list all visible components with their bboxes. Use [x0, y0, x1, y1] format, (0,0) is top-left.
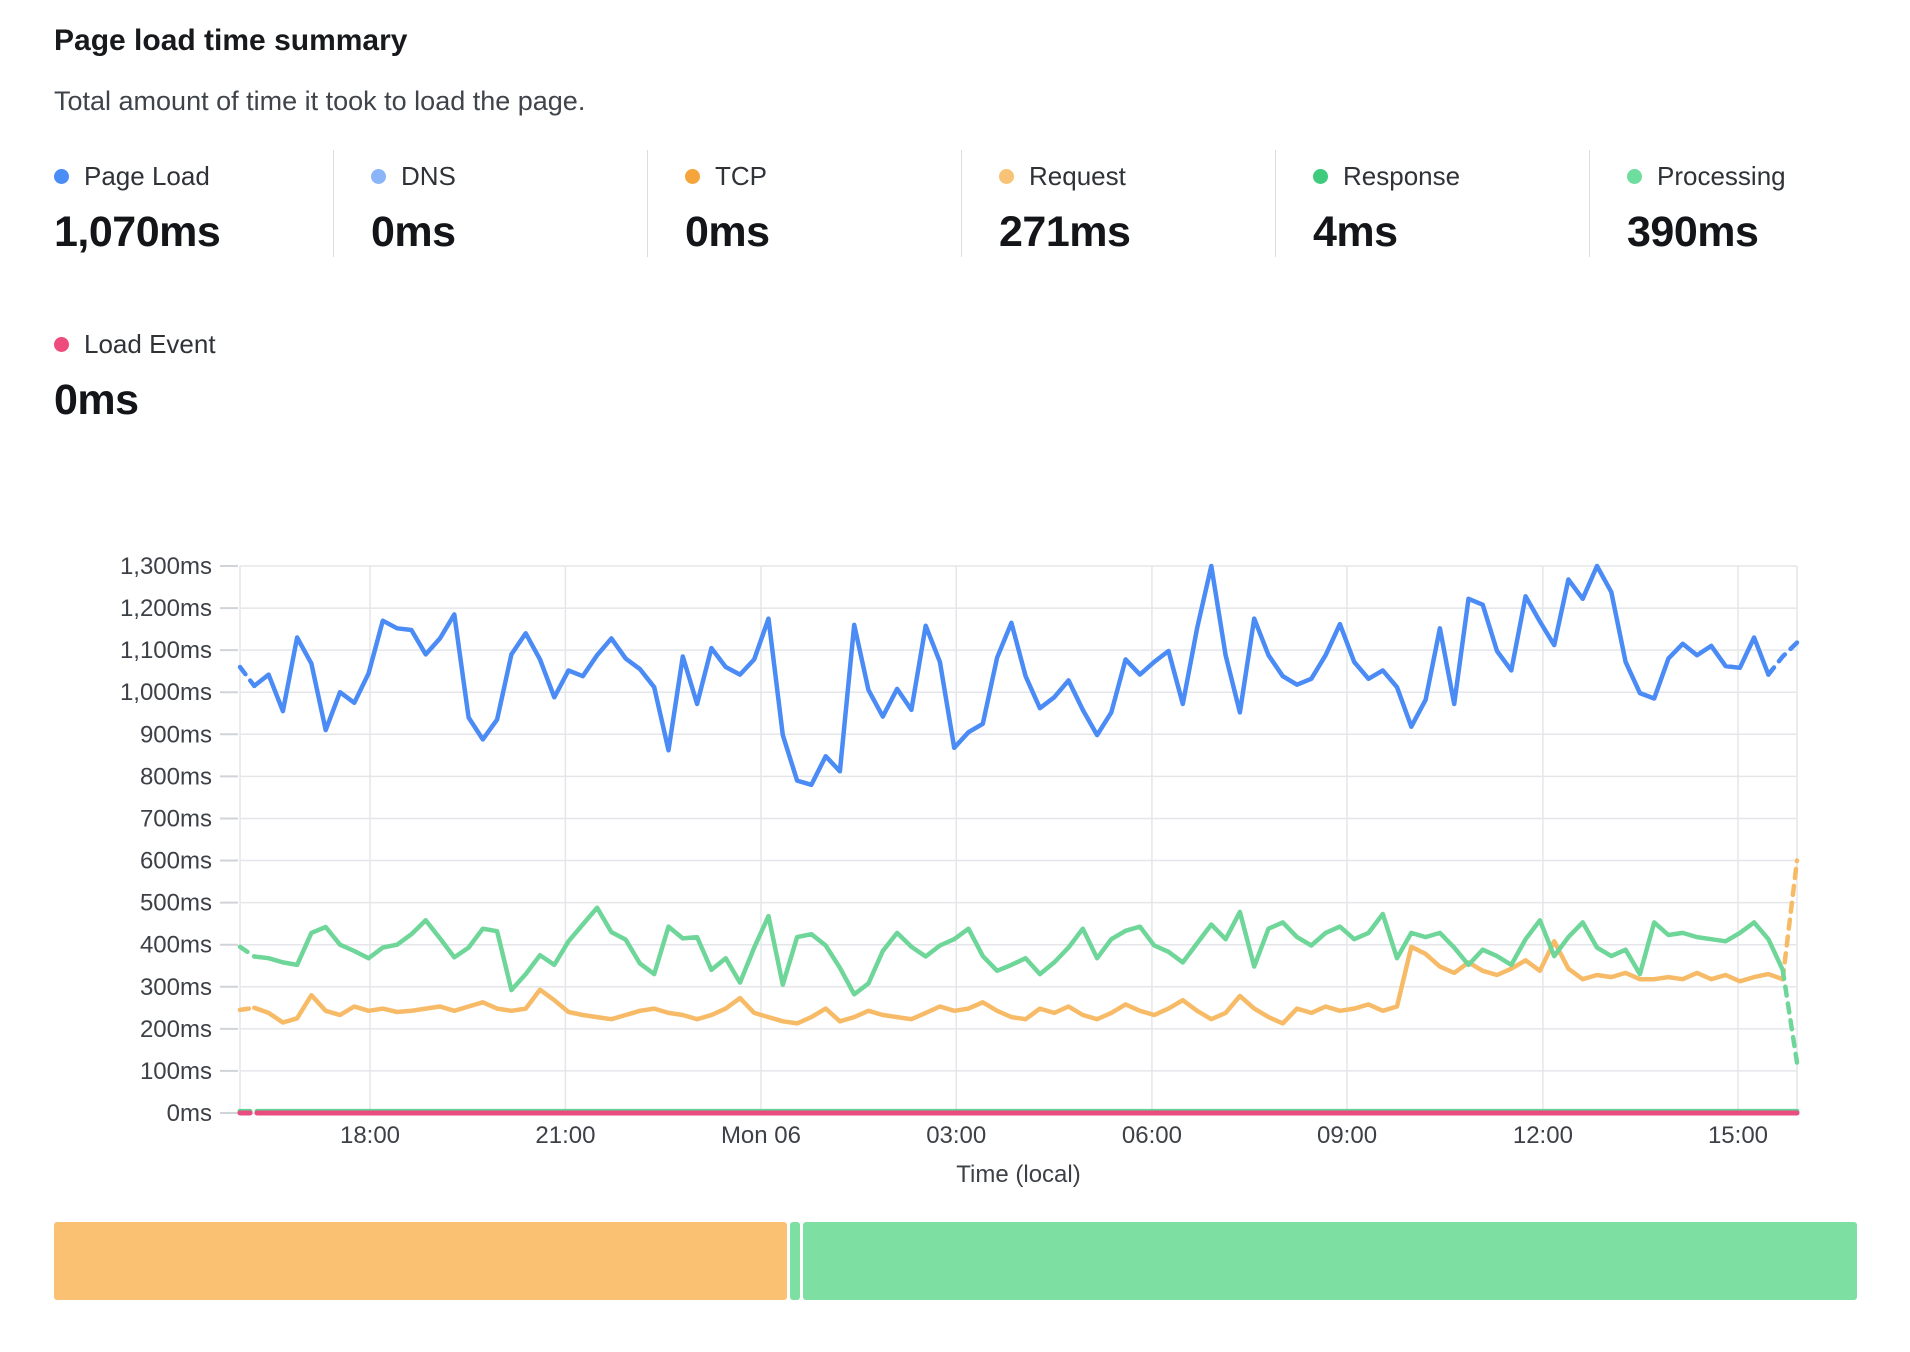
stat-label: Processing — [1657, 160, 1786, 191]
stat-dns: DNS 0ms — [333, 150, 647, 257]
x-axis-label: 12:00 — [1513, 1122, 1573, 1149]
series-line-processing-dashed-head — [237, 944, 257, 959]
series-line-request-dashed-tail — [1780, 858, 1800, 982]
x-axis-label: 15:00 — [1708, 1122, 1768, 1149]
result-bar-segment-2[interactable] — [803, 1222, 1858, 1300]
processing-dot-icon — [1627, 168, 1642, 184]
y-axis-label: 100ms — [140, 1058, 212, 1085]
dns-dot-icon — [371, 168, 386, 184]
series-line-page-load-dashed-tail — [1766, 640, 1800, 677]
series-line-page-load-dashed-head — [237, 664, 257, 689]
y-axis-label: 800ms — [140, 763, 212, 790]
y-axis-label: 600ms — [140, 848, 212, 875]
y-axis-label: 300ms — [140, 974, 212, 1001]
stat-response: Response 4ms — [1275, 150, 1589, 257]
y-axis-label: 1,000ms — [120, 679, 212, 706]
x-axis-label: 06:00 — [1122, 1122, 1182, 1149]
result-bar-segment-1[interactable] — [790, 1222, 800, 1300]
series-line-request-dashed-head — [237, 1005, 257, 1013]
stat-request: Request 271ms — [961, 150, 1275, 257]
y-axis-label: 900ms — [140, 721, 212, 748]
response-dot-icon — [1313, 168, 1328, 184]
y-axis-label: 700ms — [140, 805, 212, 832]
x-axis-label: 09:00 — [1317, 1122, 1377, 1149]
stat-processing: Processing 390ms — [1589, 150, 1903, 257]
y-axis-label: 400ms — [140, 932, 212, 959]
stat-label: Load Event — [84, 328, 216, 359]
stat-label: Response — [1343, 160, 1461, 191]
stat-value: 1,070ms — [54, 208, 221, 256]
stat-value: 0ms — [54, 376, 139, 424]
stat-label: DNS — [401, 160, 456, 191]
stat-label: TCP — [715, 160, 767, 191]
y-axis-label: 1,300ms — [120, 553, 212, 580]
x-axis-title: Time (local) — [956, 1161, 1080, 1188]
page-load-timeseries-chart[interactable]: 0ms 100ms 200ms 300ms 400ms 500ms 600ms 700ms 80… — [0, 440, 1910, 1212]
page-load-dot-icon — [54, 168, 69, 184]
stat-value: 4ms — [1313, 208, 1398, 256]
load-event-dot-icon — [54, 336, 69, 352]
result-bar-segment-0[interactable] — [54, 1222, 788, 1300]
page-title: Page load time summary — [54, 24, 408, 57]
stat-value: 390ms — [1627, 208, 1759, 256]
y-axis-label: 500ms — [140, 890, 212, 917]
series-line-processing-dashed-tail — [1780, 967, 1800, 1065]
y-axis-label: 1,100ms — [120, 637, 212, 664]
x-axis-label: Mon 06 — [721, 1122, 801, 1149]
stat-tcp: TCP 0ms — [647, 150, 961, 257]
series-line-processing — [252, 905, 1785, 997]
check-results-status-bar — [54, 1222, 1858, 1300]
tcp-dot-icon — [685, 168, 700, 184]
stat-label: Page Load — [84, 160, 210, 191]
request-dot-icon — [999, 168, 1014, 184]
stat-value: 0ms — [685, 208, 770, 256]
series-line-request — [252, 939, 1785, 1026]
x-axis-label: 03:00 — [926, 1122, 986, 1149]
metrics-legend-row: Page Load 1,070ms DNS 0ms TCP 0ms Reques… — [54, 150, 1903, 257]
page-subtitle: Total amount of time it took to load the… — [54, 86, 586, 116]
stat-value: 0ms — [371, 208, 456, 256]
x-axis-label: 21:00 — [535, 1122, 595, 1149]
stat-label: Request — [1029, 160, 1126, 191]
y-axis-label: 0ms — [167, 1100, 212, 1127]
stat-load-event: Load Event 0ms — [54, 318, 333, 425]
y-axis-label: 1,200ms — [120, 595, 212, 622]
series-line-page-load — [252, 563, 1771, 788]
metrics-legend-row-2: Load Event 0ms — [54, 318, 333, 425]
x-axis-label: 18:00 — [340, 1122, 400, 1149]
y-axis-label: 200ms — [140, 1016, 212, 1043]
stat-value: 271ms — [999, 208, 1131, 256]
stat-page-load: Page Load 1,070ms — [54, 150, 333, 257]
